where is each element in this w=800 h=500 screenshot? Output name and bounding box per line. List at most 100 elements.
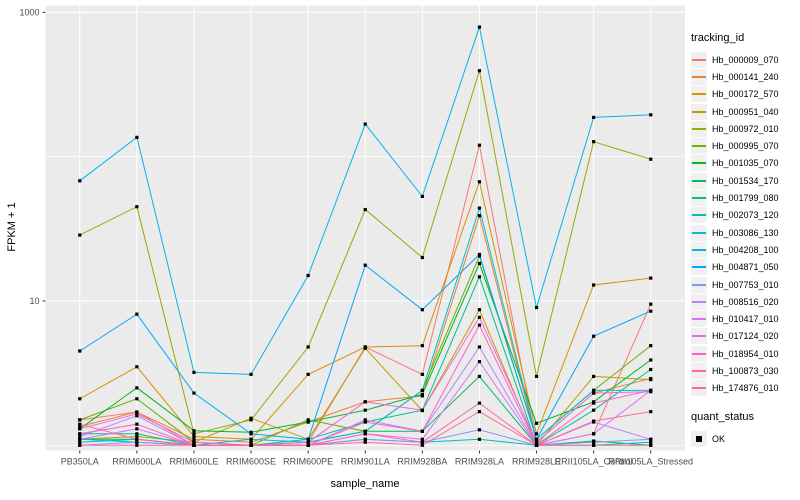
legend-line-icon: [692, 179, 706, 182]
legend-key: [691, 293, 707, 310]
legend-key: [691, 380, 707, 397]
legend-label: Hb_000951_040: [712, 106, 779, 117]
legend-key: [691, 276, 707, 293]
legend-key: [691, 190, 707, 207]
legend-label: Hb_000172_570: [712, 89, 779, 100]
data-point: [135, 205, 139, 209]
data-point: [135, 427, 139, 431]
legend-entry-Hb_008516_020: Hb_008516_020: [691, 293, 799, 310]
data-point: [649, 276, 653, 280]
data-point: [649, 309, 653, 313]
data-point: [192, 440, 196, 444]
data-point: [363, 263, 367, 267]
x-tick-label: RRIM928LE: [512, 457, 561, 467]
data-point: [649, 410, 653, 414]
x-tick-label: RRIM600LE: [169, 457, 218, 467]
data-point: [420, 194, 424, 199]
legend-key: [691, 68, 707, 85]
data-point: [78, 434, 82, 439]
data-point: [306, 372, 310, 376]
x-tick-label: PB350LA: [61, 457, 99, 467]
x-tick-label: RRII105LA_Control: [555, 457, 633, 467]
data-point: [249, 432, 253, 436]
data-point: [135, 412, 139, 416]
x-tick-label: RRIM600SE: [226, 457, 276, 467]
legend-entry-Hb_017124_020: Hb_017124_020: [691, 328, 799, 345]
legend-label: Hb_010417_010: [712, 314, 779, 325]
data-point: [78, 397, 82, 401]
legend-line-icon: [692, 58, 706, 61]
legend-key: [691, 362, 707, 379]
data-point: [363, 432, 367, 436]
data-point: [534, 440, 539, 444]
legend-entry-Hb_003086_130: Hb_003086_130: [691, 224, 799, 241]
data-point: [135, 386, 139, 390]
data-point: [649, 157, 653, 161]
data-point: [420, 408, 424, 412]
legend-entry-Hb_000172_570: Hb_000172_570: [691, 86, 799, 103]
legend-line-icon: [692, 318, 706, 321]
data-point: [592, 419, 596, 423]
data-point: [649, 437, 653, 441]
legend-entry-Hb_174876_010: Hb_174876_010: [691, 380, 799, 397]
legend-label: Hb_004871_050: [712, 262, 779, 273]
legend-entry-Hb_001799_080: Hb_001799_080: [691, 189, 799, 207]
legend-key: [691, 155, 707, 172]
legend-label: Hb_001799_080: [712, 193, 779, 204]
legend-line-icon: [692, 231, 706, 234]
data-point: [420, 429, 424, 433]
legend-entry-Hb_018954_010: Hb_018954_010: [691, 345, 799, 362]
data-point: [592, 391, 596, 395]
legend-key: [691, 345, 707, 362]
legend-entry-Hb_001534_170: Hb_001534_170: [691, 172, 799, 189]
legend-line-icon: [692, 266, 706, 269]
data-point: [192, 432, 196, 436]
data-point: [649, 388, 653, 393]
data-point: [135, 437, 139, 441]
data-point: [477, 261, 482, 266]
data-point: [78, 432, 82, 436]
data-point: [363, 420, 367, 424]
data-point: [420, 308, 424, 312]
data-point: [477, 214, 482, 218]
x-tick-label: RRIM928LA: [455, 457, 504, 467]
data-point: [649, 113, 653, 117]
data-point: [477, 410, 482, 414]
data-point: [477, 401, 482, 405]
legend-line-icon: [692, 162, 706, 165]
legend-line-icon: [692, 369, 706, 372]
data-point: [363, 408, 367, 412]
data-point: [420, 392, 424, 397]
data-point: [477, 315, 482, 319]
data-point: [306, 273, 310, 278]
legend-key: [691, 207, 707, 224]
x-tick-label: RRIM600LA: [112, 457, 161, 467]
data-point: [78, 440, 82, 444]
data-point: [306, 345, 310, 349]
legend-label: Hb_001534_170: [712, 175, 779, 186]
data-point: [477, 360, 482, 364]
data-point: [477, 374, 482, 379]
legend-entry-Hb_000995_070: Hb_000995_070: [691, 137, 799, 155]
data-point: [477, 323, 482, 327]
legend-line-icon: [692, 127, 706, 130]
legend-entry-Hb_000009_070: Hb_000009_070: [691, 51, 799, 68]
legend-entry-Hb_100873_030: Hb_100873_030: [691, 362, 799, 379]
data-point: [420, 372, 424, 376]
data-point: [534, 421, 539, 425]
legend-key: [691, 224, 707, 241]
data-point: [249, 443, 253, 447]
legend-line-icon: [692, 335, 706, 338]
legend-entries: Hb_000009_070 Hb_000141_240 Hb_000172_570 H…: [691, 51, 799, 397]
legend-label: Hb_008516_020: [712, 296, 779, 307]
quant-status-legend: quant_status OK: [691, 411, 799, 447]
legend-label: Hb_002073_120: [712, 210, 779, 221]
data-point: [477, 345, 482, 349]
data-point: [420, 443, 424, 447]
legend-label: Hb_000141_240: [712, 71, 779, 82]
data-point: [306, 440, 310, 444]
data-point: [534, 437, 539, 441]
x-tick-label: RRIM901LA: [341, 457, 390, 467]
legend-key: [691, 259, 707, 276]
